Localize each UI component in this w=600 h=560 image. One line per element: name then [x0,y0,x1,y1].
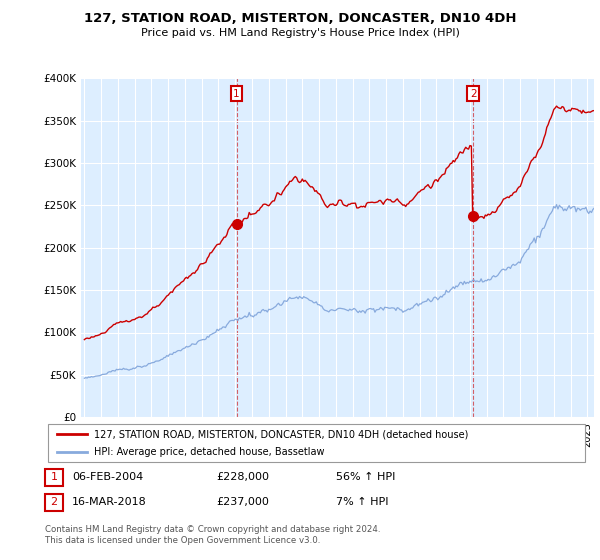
Text: 127, STATION ROAD, MISTERTON, DONCASTER, DN10 4DH: 127, STATION ROAD, MISTERTON, DONCASTER,… [84,12,516,25]
Text: 1: 1 [233,88,240,99]
Text: £228,000: £228,000 [216,472,269,482]
Text: 16-MAR-2018: 16-MAR-2018 [72,497,147,507]
Text: Price paid vs. HM Land Registry's House Price Index (HPI): Price paid vs. HM Land Registry's House … [140,28,460,38]
Text: Contains HM Land Registry data © Crown copyright and database right 2024.
This d: Contains HM Land Registry data © Crown c… [45,525,380,545]
Text: 2: 2 [50,497,58,507]
Text: 7% ↑ HPI: 7% ↑ HPI [336,497,389,507]
Text: HPI: Average price, detached house, Bassetlaw: HPI: Average price, detached house, Bass… [94,447,325,457]
Text: 06-FEB-2004: 06-FEB-2004 [72,472,143,482]
Text: 127, STATION ROAD, MISTERTON, DONCASTER, DN10 4DH (detached house): 127, STATION ROAD, MISTERTON, DONCASTER,… [94,429,469,439]
Text: 56% ↑ HPI: 56% ↑ HPI [336,472,395,482]
Text: 2: 2 [470,88,476,99]
Text: £237,000: £237,000 [216,497,269,507]
Text: 1: 1 [50,472,58,482]
